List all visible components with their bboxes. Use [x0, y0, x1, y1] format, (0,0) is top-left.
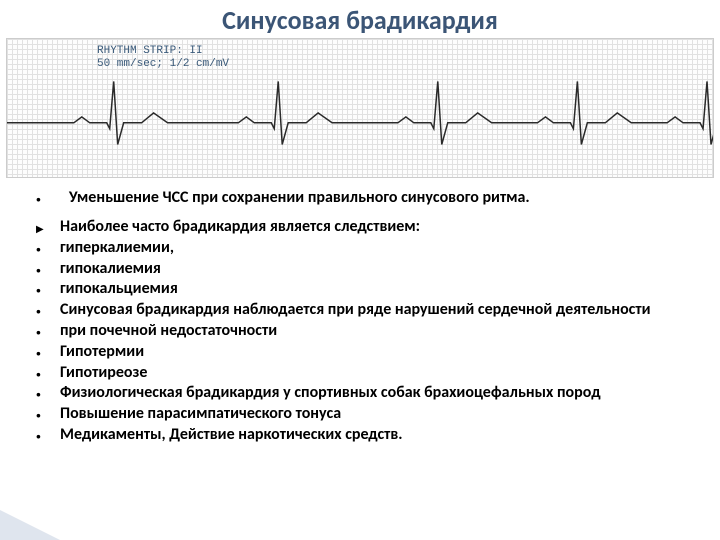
- slide-title: Синусовая брадикардия: [0, 0, 720, 38]
- list-item-text: гипокальциемия: [60, 279, 178, 300]
- content-area: ● Уменьшение ЧСС при сохранении правильн…: [0, 178, 720, 446]
- bullet-icon: ●: [36, 432, 60, 442]
- bullet-icon: ●: [36, 349, 60, 359]
- list-item-text: гиперкалиемии,: [60, 238, 174, 259]
- list-item-text: при почечной недостаточности: [60, 321, 277, 342]
- list-item: ●Повышение парасимпатического тонуса: [36, 404, 700, 425]
- list-item-text: Гипотермии: [60, 342, 144, 363]
- list-item-text: Наиболее часто брадикардия является след…: [60, 217, 420, 238]
- list-item-text: Медикаменты, Действие наркотических сред…: [60, 425, 403, 446]
- list-item: ● при почечной недостаточности: [36, 321, 700, 342]
- bullet-icon: ●: [36, 286, 60, 296]
- lead-text: Уменьшение ЧСС при сохранении правильног…: [69, 188, 530, 207]
- list-item: ●Физиологическая брадикардия у спортивны…: [36, 383, 700, 404]
- bullet-icon: ●: [36, 307, 60, 317]
- list-item: ●Синусовая брадикардия наблюдается при р…: [36, 300, 700, 321]
- list-item: ●Медикаменты, Действие наркотических сре…: [36, 425, 700, 446]
- list-item-text: гипокалиемия: [60, 259, 161, 280]
- list-item: ▶Наиболее часто брадикардия является сле…: [36, 217, 700, 238]
- list-item: ●гиперкалиемии,: [36, 238, 700, 259]
- corner-decoration: [0, 510, 60, 540]
- list-item: ●гипокальциемия: [36, 279, 700, 300]
- bullet-dot-icon: ●: [36, 195, 41, 205]
- bullet-icon: ●: [36, 328, 60, 338]
- ecg-trace: [7, 39, 713, 177]
- list-item: ●гипокалиемия: [36, 259, 700, 280]
- list-item-text: Гипотиреозе: [60, 363, 147, 384]
- arrow-icon: ▶: [36, 222, 60, 235]
- bullet-icon: ●: [36, 245, 60, 255]
- lead-bullet: ● Уменьшение ЧСС при сохранении правильн…: [36, 188, 700, 207]
- list-item-text: Повышение парасимпатического тонуса: [60, 404, 341, 425]
- list-item: ●Гипотермии: [36, 342, 700, 363]
- list-item-text: Синусовая брадикардия наблюдается при ря…: [60, 300, 651, 321]
- ecg-strip: RHYTHM STRIP: II 50 mm/sec; 1/2 cm/mV: [6, 38, 714, 178]
- bullet-icon: ●: [36, 370, 60, 380]
- causes-list: ▶Наиболее часто брадикардия является сле…: [36, 217, 700, 446]
- bullet-icon: ●: [36, 266, 60, 276]
- list-item-text: Физиологическая брадикардия у спортивных…: [60, 383, 601, 404]
- bullet-icon: ●: [36, 411, 60, 421]
- list-item: ●Гипотиреозе: [36, 363, 700, 384]
- bullet-icon: ●: [36, 390, 60, 400]
